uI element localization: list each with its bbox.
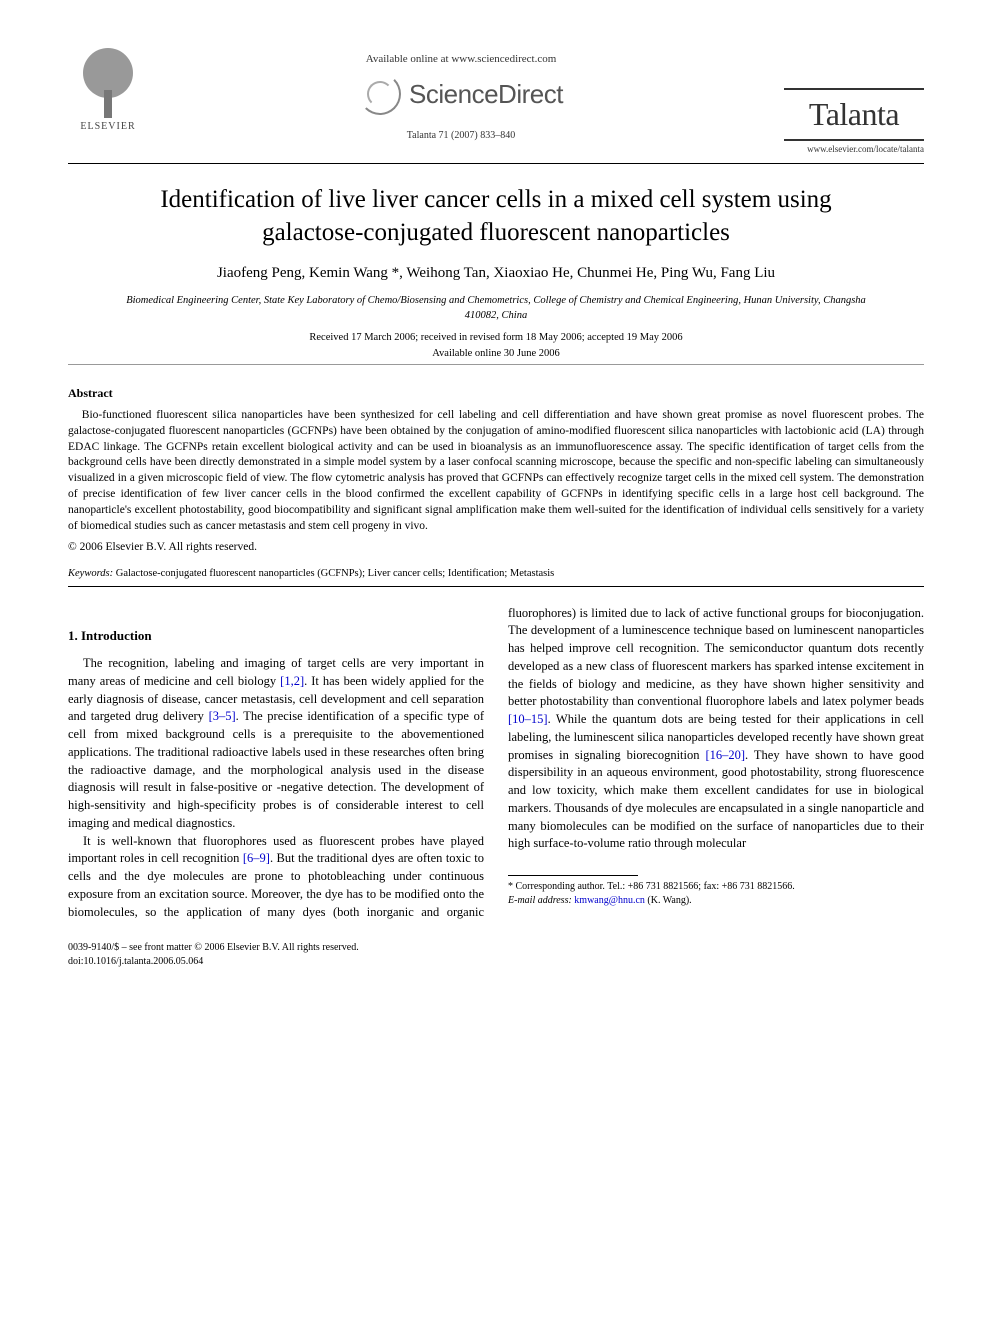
page-header: ELSEVIER Available online at www.science… (68, 48, 924, 155)
elsevier-tree-icon (78, 48, 138, 118)
intro-p2-d: . They have shown to have good dispersib… (508, 748, 924, 851)
issn-line: 0039-9140/$ – see front matter © 2006 El… (68, 941, 924, 955)
journal-locate-url: www.elsevier.com/locate/talanta (774, 143, 924, 156)
authors: Jiaofeng Peng, Kemin Wang *, Weihong Tan… (68, 263, 924, 284)
available-online-text: Available online at www.sciencedirect.co… (148, 52, 774, 67)
intro-paragraph-1: The recognition, labeling and imaging of… (68, 655, 484, 833)
intro-p1-c: . The precise identification of a specif… (68, 709, 484, 830)
citation-3-5[interactable]: [3–5] (209, 709, 236, 723)
abstract-copyright: © 2006 Elsevier B.V. All rights reserved… (68, 539, 924, 555)
journal-brand-block: Talanta www.elsevier.com/locate/talanta (774, 48, 924, 155)
sciencedirect-swirl-icon (359, 73, 401, 115)
citation-1-2[interactable]: [1,2] (280, 674, 304, 688)
abstract-body: Bio-functioned fluorescent silica nanopa… (68, 408, 924, 535)
abstract-block: Abstract Bio-functioned fluorescent sili… (68, 385, 924, 555)
footnote-email-label: E-mail address: (508, 895, 572, 906)
header-center: Available online at www.sciencedirect.co… (148, 48, 774, 143)
received-dates: Received 17 March 2006; received in revi… (68, 331, 924, 346)
corresponding-author-footnote: * Corresponding author. Tel.: +86 731 88… (508, 880, 924, 907)
journal-name: Talanta (784, 88, 924, 141)
elsevier-logo: ELSEVIER (68, 48, 148, 134)
footnote-email-line: E-mail address: kmwang@hnu.cn (K. Wang). (508, 894, 924, 908)
article-title: Identification of live liver cancer cell… (108, 184, 884, 249)
elsevier-label: ELSEVIER (80, 120, 135, 134)
journal-reference: Talanta 71 (2007) 833–840 (148, 129, 774, 143)
available-date: Available online 30 June 2006 (68, 347, 924, 362)
sciencedirect-logo: ScienceDirect (148, 73, 774, 115)
keywords-text: Galactose-conjugated fluorescent nanopar… (113, 568, 554, 579)
footnote-email-who: (K. Wang). (645, 895, 692, 906)
footnote-rule (508, 875, 638, 876)
body-columns: 1. Introduction The recognition, labelin… (68, 605, 924, 922)
abstract-heading: Abstract (68, 385, 924, 402)
citation-10-15[interactable]: [10–15] (508, 712, 548, 726)
keywords-line: Keywords: Galactose-conjugated fluoresce… (68, 567, 924, 582)
affiliation: Biomedical Engineering Center, State Key… (108, 294, 884, 322)
sciencedirect-text: ScienceDirect (409, 76, 563, 112)
rule-top (68, 163, 924, 164)
citation-6-9[interactable]: [6–9] (243, 851, 270, 865)
rule-after-keywords (68, 586, 924, 587)
section-1-heading: 1. Introduction (68, 627, 484, 645)
page-footer: 0039-9140/$ – see front matter © 2006 El… (68, 941, 924, 968)
keywords-label: Keywords: (68, 568, 113, 579)
doi-line: doi:10.1016/j.talanta.2006.05.064 (68, 955, 924, 969)
footnote-email-link[interactable]: kmwang@hnu.cn (572, 895, 645, 906)
citation-16-20[interactable]: [16–20] (705, 748, 745, 762)
footnote-correspondence: * Corresponding author. Tel.: +86 731 88… (508, 880, 924, 894)
abstract-paragraph: Bio-functioned fluorescent silica nanopa… (68, 408, 924, 535)
rule-under-dates (68, 364, 924, 365)
